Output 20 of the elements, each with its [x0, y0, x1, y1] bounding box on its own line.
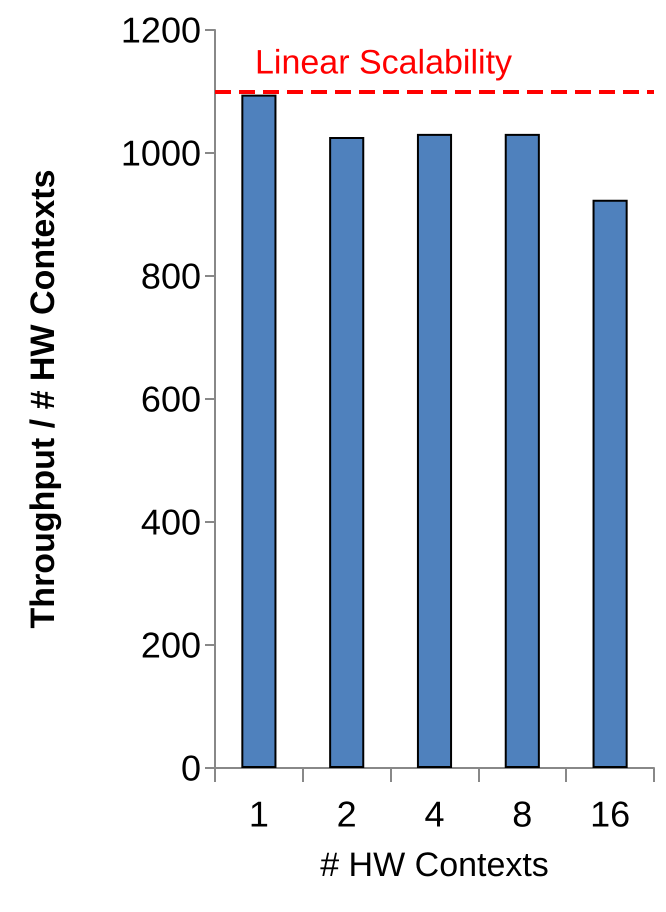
y-tick-label: 400	[140, 502, 201, 542]
y-tick-label: 0	[180, 748, 201, 788]
y-tick-label: 1000	[120, 132, 201, 174]
bar	[416, 134, 452, 768]
x-tick-label: 2	[336, 794, 357, 834]
bar	[592, 200, 628, 768]
y-tick-label: 600	[140, 378, 201, 420]
ref-line-label: Linear Scalability	[255, 44, 512, 82]
x-tick-label: 4	[424, 794, 445, 834]
bar	[504, 134, 540, 768]
x-tick-label: 16	[590, 794, 630, 834]
x-tick-label: 1	[248, 794, 269, 834]
x-tick-label: 8	[512, 794, 532, 834]
y-axis-title: Throughput / # HW Contexts	[24, 170, 62, 628]
y-tick-label: 1200	[120, 10, 201, 50]
y-tick-label: 800	[140, 256, 201, 296]
y-tick-label: 200	[140, 624, 201, 666]
bar	[241, 94, 276, 768]
x-axis-title: # HW Contexts	[320, 846, 549, 884]
bar	[329, 137, 364, 768]
